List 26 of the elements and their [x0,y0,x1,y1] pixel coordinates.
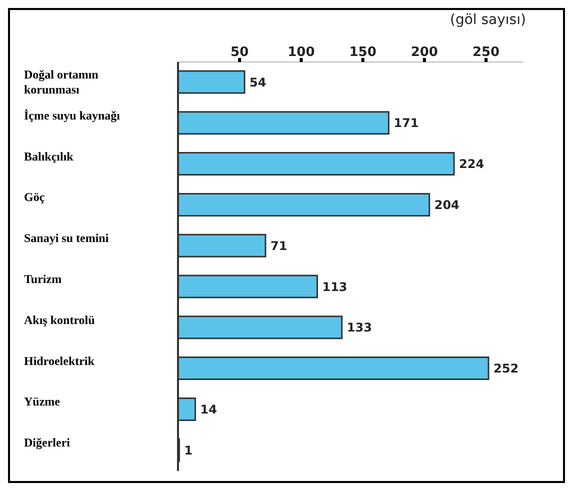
data-label: 71 [270,238,288,253]
x-tick-label: 150 [349,45,376,60]
data-label: 252 [494,362,519,376]
data-label: 54 [250,75,266,90]
y-tick-label: Diğerleri [24,436,71,450]
y-tick-label: Balıkçılık [24,149,74,164]
data-label: 14 [200,402,217,416]
data-label: 133 [346,320,372,335]
data-label: 171 [394,116,419,130]
y-tick-label: Sanayi su temini [24,231,110,246]
data-label: 224 [459,157,484,172]
x-tick-label: 250 [472,45,500,60]
data-label: 1 [184,443,193,458]
y-tick-label: Göç [24,190,46,204]
x-axis-title: (göl sayısı) [450,12,526,28]
y-tick-label: Yüzme [24,394,61,409]
y-tick-label: İçme suyu kaynağı [24,108,121,122]
x-tick-label: 50 [230,45,249,60]
x-tick-label: 200 [410,45,438,60]
y-tick-label: Doğal ortamın korunması [24,67,99,96]
y-tick-label: Turizm [24,272,62,286]
data-label: 113 [322,280,348,294]
y-tick-label: Akış kontrolü [24,312,96,327]
x-tick-label: 100 [288,45,315,60]
y-tick-label: Hidroelektrik [24,354,95,368]
data-label: 204 [434,198,460,212]
